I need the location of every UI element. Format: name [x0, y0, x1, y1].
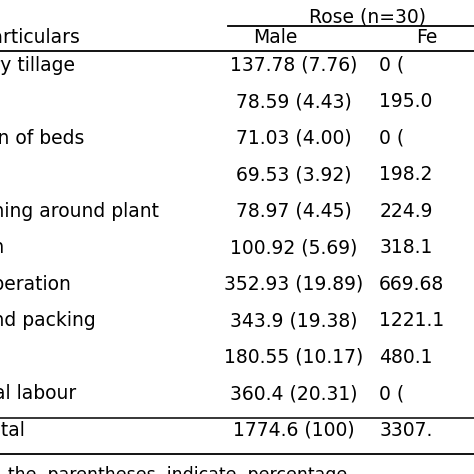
Text: ory tillage: ory tillage: [0, 56, 75, 75]
Text: 137.78 (7.76): 137.78 (7.76): [230, 56, 357, 75]
Text: 343.9 (19.38): 343.9 (19.38): [230, 311, 357, 330]
Text: Male: Male: [253, 28, 297, 47]
Text: 69.53 (3.92): 69.53 (3.92): [236, 165, 352, 184]
Text: 360.4 (20.31): 360.4 (20.31): [230, 384, 357, 403]
Text: Total: Total: [0, 421, 25, 440]
Text: in  the  parentheses  indicate  percentage: in the parentheses indicate percentage: [0, 466, 347, 474]
Text: 0 (: 0 (: [379, 384, 404, 403]
Text: ion of beds: ion of beds: [0, 129, 84, 148]
Text: 1774.6 (100): 1774.6 (100): [233, 421, 355, 440]
Text: ening around plant: ening around plant: [0, 202, 159, 221]
Text: and packing: and packing: [0, 311, 96, 330]
Text: 100.92 (5.69): 100.92 (5.69): [230, 238, 357, 257]
Text: 0 (: 0 (: [379, 129, 404, 148]
Text: Particulars: Particulars: [0, 28, 80, 47]
Text: 669.68: 669.68: [379, 275, 445, 294]
Text: 352.93 (19.89): 352.93 (19.89): [224, 275, 364, 294]
Text: rial labour: rial labour: [0, 384, 76, 403]
Text: 78.97 (4.45): 78.97 (4.45): [236, 202, 352, 221]
Text: 78.59 (4.43): 78.59 (4.43): [236, 92, 352, 111]
Text: on: on: [0, 238, 4, 257]
Text: 180.55 (10.17): 180.55 (10.17): [224, 348, 364, 367]
Text: 71.03 (4.00): 71.03 (4.00): [236, 129, 352, 148]
Text: 480.1: 480.1: [379, 348, 433, 367]
Text: 3307.: 3307.: [379, 421, 433, 440]
Text: 224.9: 224.9: [379, 202, 433, 221]
Text: 198.2: 198.2: [379, 165, 433, 184]
Text: 318.1: 318.1: [379, 238, 433, 257]
Text: 1221.1: 1221.1: [379, 311, 445, 330]
Text: operation: operation: [0, 275, 71, 294]
Text: 195.0: 195.0: [379, 92, 433, 111]
Text: Fe: Fe: [416, 28, 438, 47]
Text: Rose (n=30): Rose (n=30): [309, 7, 426, 26]
Text: 0 (: 0 (: [379, 56, 404, 75]
